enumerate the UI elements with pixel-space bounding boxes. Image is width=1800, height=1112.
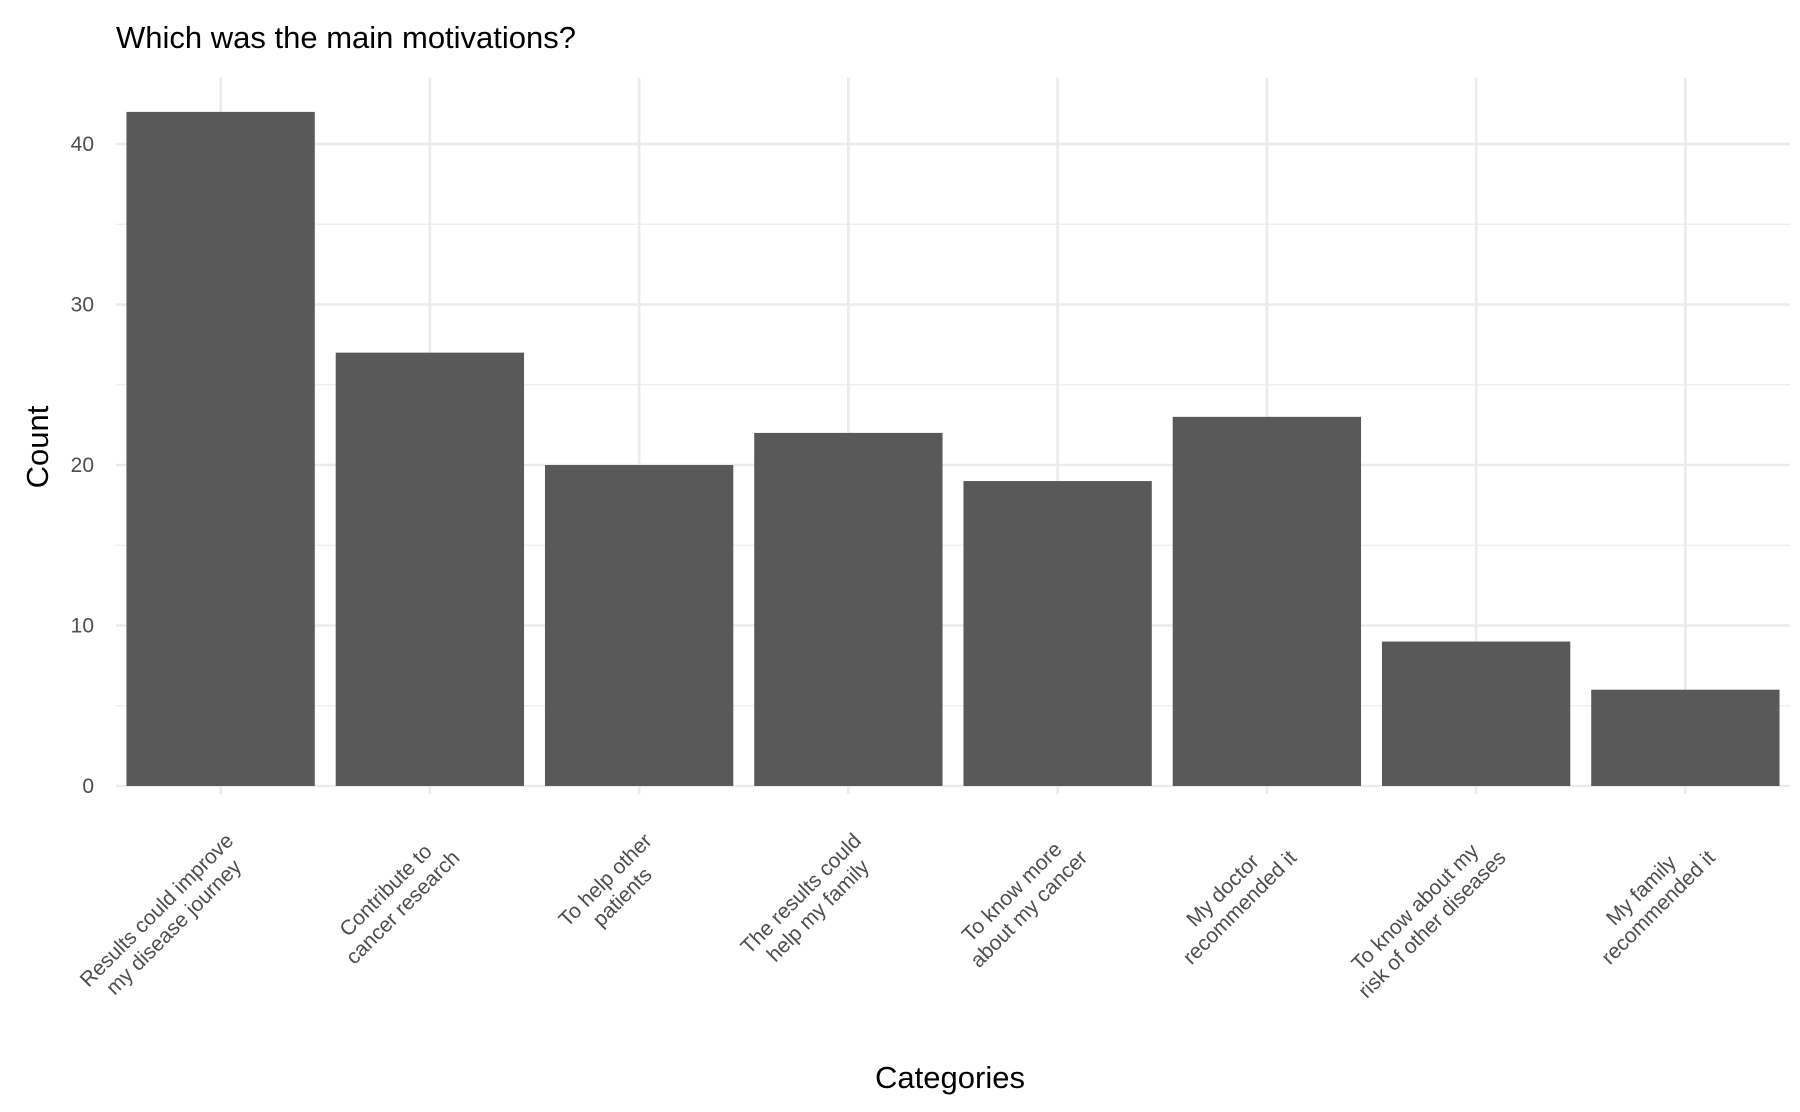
bar (544, 465, 734, 786)
x-tick-label: Contribute tocancer research (325, 829, 465, 969)
bar (1591, 689, 1780, 786)
y-tick-label: 40 (71, 133, 94, 156)
bar (754, 432, 943, 786)
x-axis-title: Categories (875, 1060, 1025, 1095)
y-axis-title: Count (20, 405, 55, 488)
bar (126, 111, 315, 786)
x-tick-label: My doctorrecommended it (1162, 829, 1302, 969)
bar (1172, 416, 1362, 786)
y-tick-label: 30 (71, 294, 94, 317)
y-tick-label: 20 (71, 454, 94, 477)
bar (335, 352, 525, 786)
x-tick-label: To help otherpatients (555, 829, 674, 948)
x-axis-ticks: Results could improvemy disease journey C… (76, 829, 1720, 1008)
x-tick-label: To know about myrisk of other diseases (1337, 829, 1511, 1003)
chart-title: Which was the main motivations? (116, 20, 576, 55)
y-axis-ticks: 0 10 20 30 40 (71, 133, 94, 798)
x-tick-label: My familyrecommended it (1580, 829, 1720, 969)
y-tick-label: 10 (71, 615, 94, 638)
x-tick-label: Results could improvemy disease journey (76, 829, 255, 1008)
x-tick-label: To know moreabout my cancer (949, 829, 1092, 972)
bars (126, 111, 1780, 786)
bar (963, 481, 1152, 786)
y-tick-label: 0 (82, 775, 94, 798)
x-tick-label: The results couldhelp my family (737, 829, 883, 975)
bar (1381, 641, 1571, 786)
